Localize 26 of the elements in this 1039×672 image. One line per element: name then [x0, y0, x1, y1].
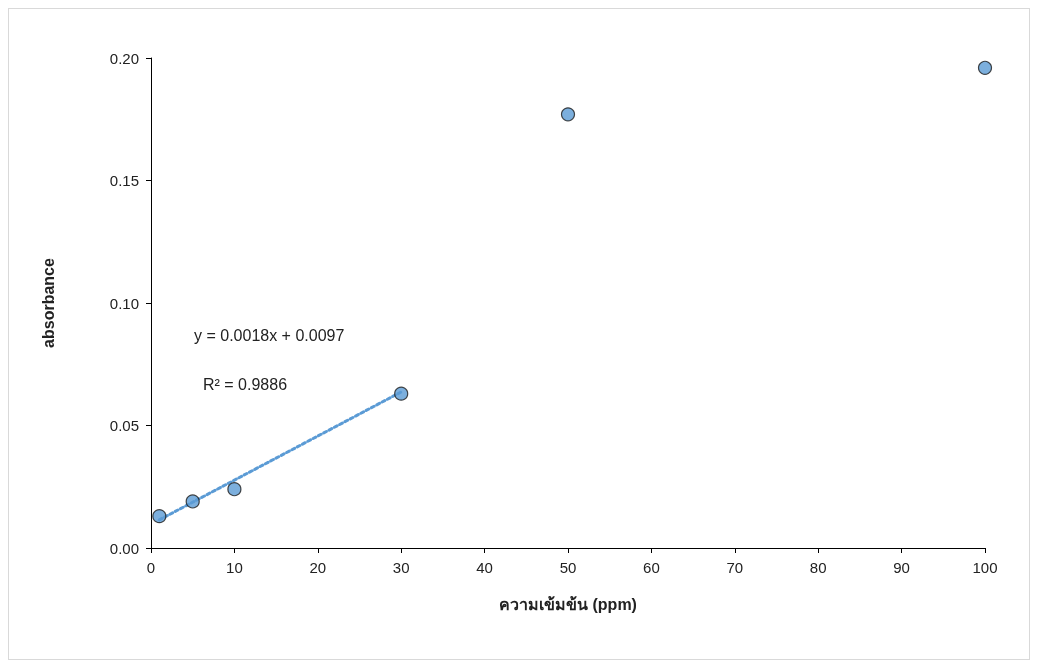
x-tick-label: 80 [809, 559, 827, 576]
x-tick-label: 0 [146, 559, 156, 576]
y-tick-label: 0.05 [109, 417, 139, 434]
x-tick-label: 90 [893, 559, 910, 576]
point [185, 494, 200, 509]
x-tick-label: 40 [476, 559, 493, 576]
x-tick-label: 10 [226, 559, 243, 576]
y-tick-label: 0.15 [109, 172, 139, 189]
point [977, 60, 993, 75]
y-tick-label: 0.00 [109, 539, 139, 557]
point [394, 386, 409, 401]
y-tick-label: 0.10 [109, 294, 139, 312]
x-axis-title: ความเข้มข้น (ppm) [499, 595, 637, 613]
x-tick-label: 20 [309, 559, 327, 576]
y-tick-label: 0.20 [109, 49, 139, 67]
x-tick-label: 50 [559, 559, 577, 576]
annotation: y = 0.0018x + 0.0097 [194, 326, 345, 344]
x-tick-label: 60 [643, 559, 660, 576]
x-tick-label: 70 [726, 559, 744, 576]
annotation: R² = 0.9886 [203, 375, 288, 393]
x-tick-label: 30 [392, 559, 410, 576]
y-axis-title: absorbance [39, 257, 57, 348]
point [227, 482, 242, 497]
point [560, 107, 576, 122]
point [152, 509, 167, 524]
x-tick-label: 100 [972, 559, 998, 576]
